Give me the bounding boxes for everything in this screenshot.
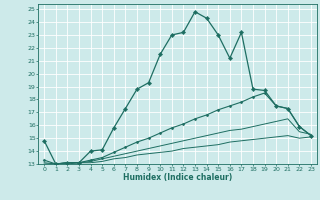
X-axis label: Humidex (Indice chaleur): Humidex (Indice chaleur) (123, 173, 232, 182)
